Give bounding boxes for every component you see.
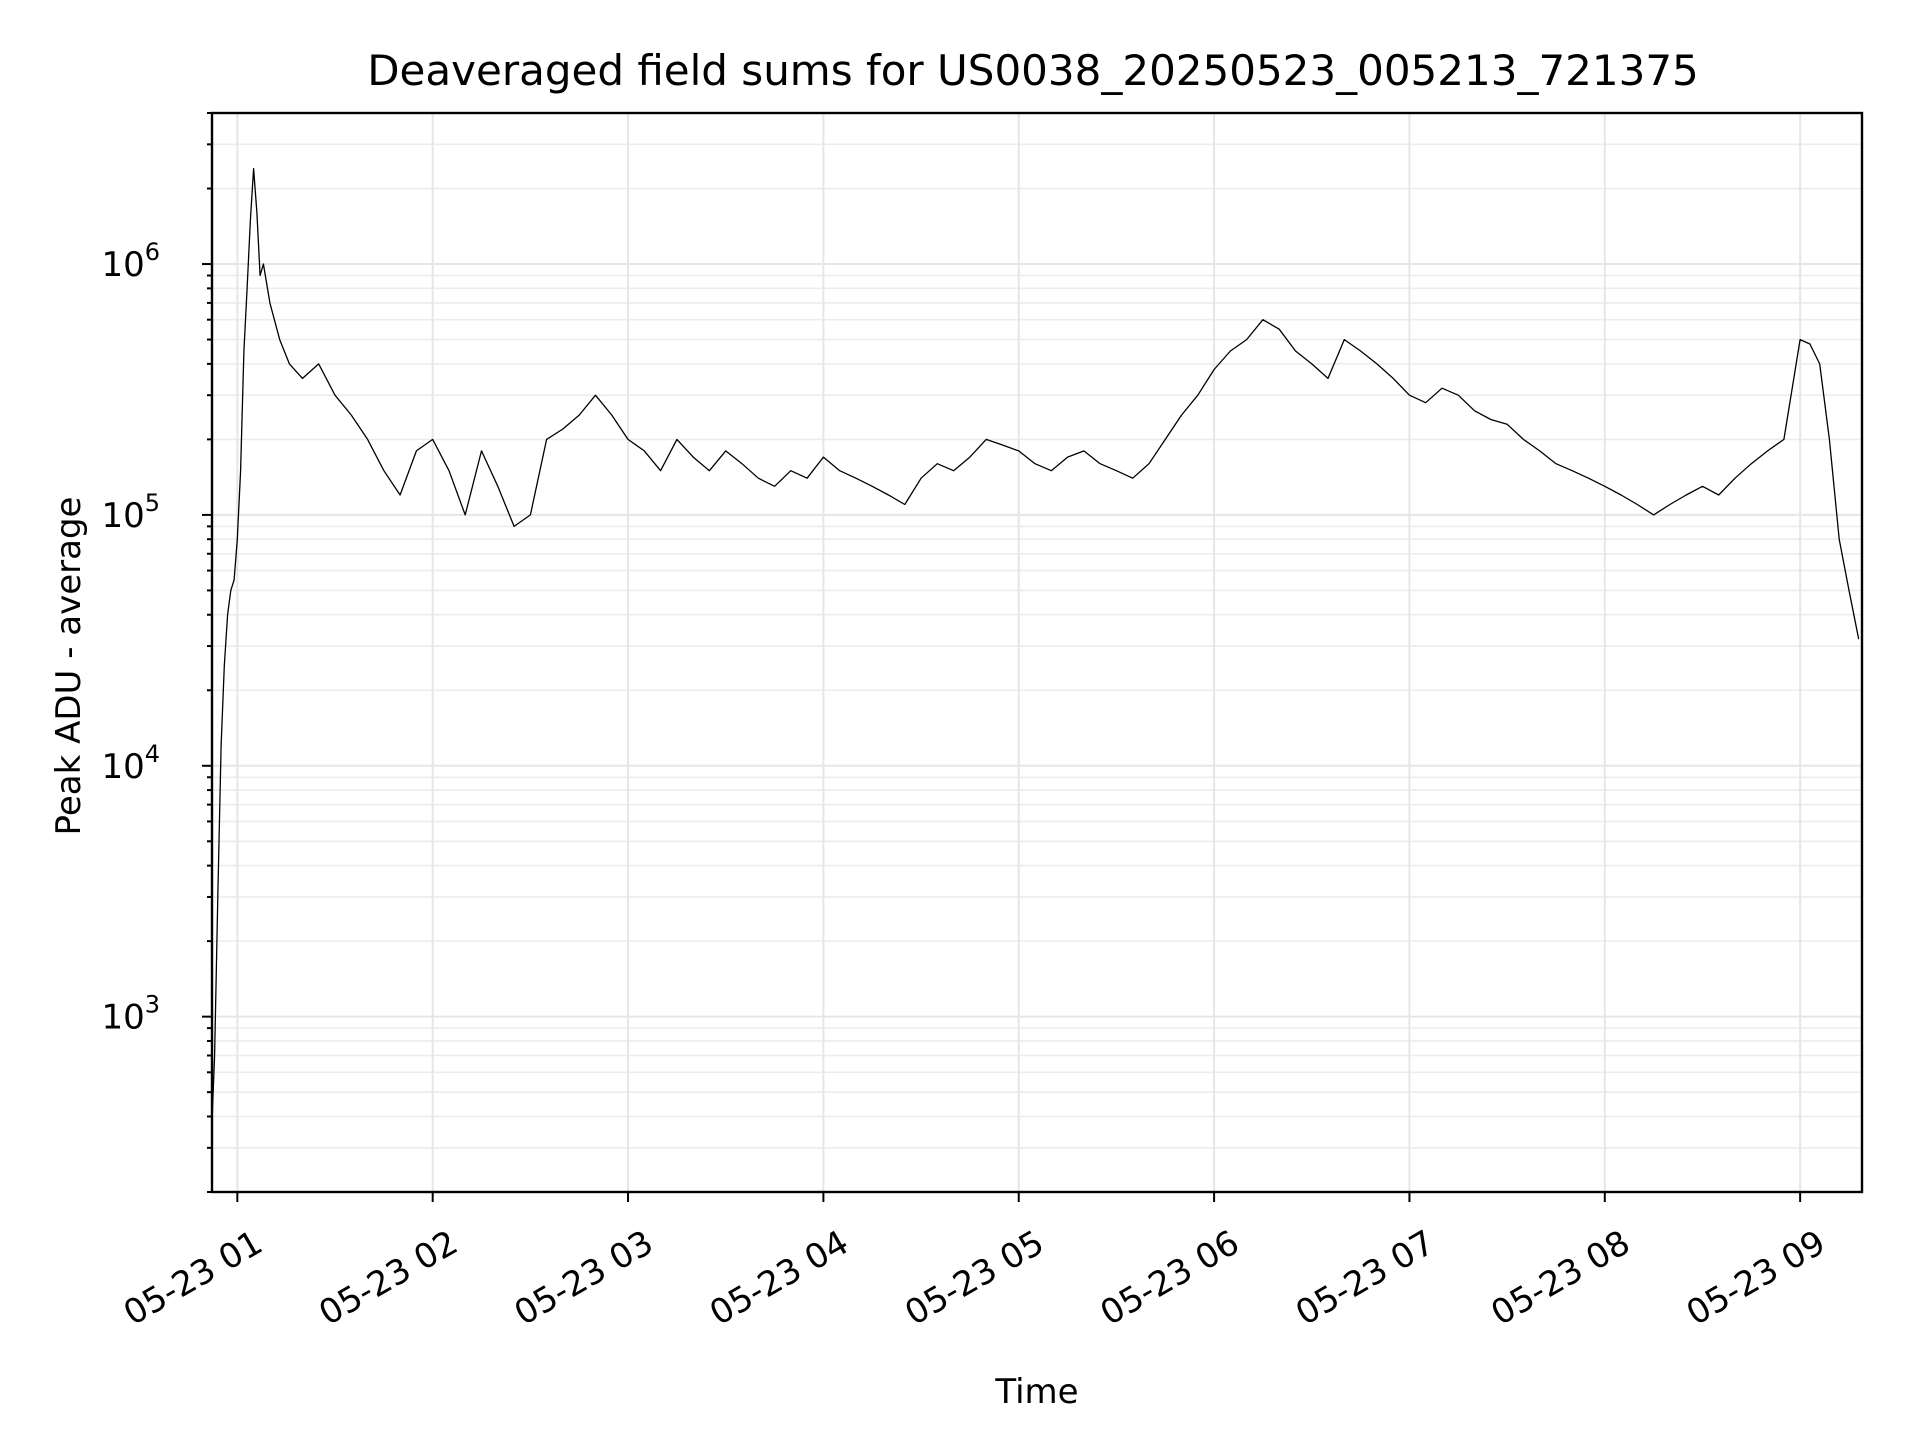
x-axis-label: Time: [994, 1372, 1078, 1412]
chart-title: Deaveraged field sums for US0038_2025052…: [367, 46, 1699, 95]
y-tick-label: 103: [101, 991, 160, 1038]
y-axis-label: Peak ADU - average: [49, 497, 89, 836]
y-tick-label: 106: [101, 238, 160, 285]
y-tick-label: 105: [101, 489, 160, 536]
y-tick-label: 104: [101, 740, 160, 787]
series-line: [211, 168, 1860, 1123]
series-layer: [211, 168, 1860, 1123]
y-axis-ticks: 103 104 105 106: [101, 112, 212, 1193]
plot-frame: [210, 111, 1864, 1194]
